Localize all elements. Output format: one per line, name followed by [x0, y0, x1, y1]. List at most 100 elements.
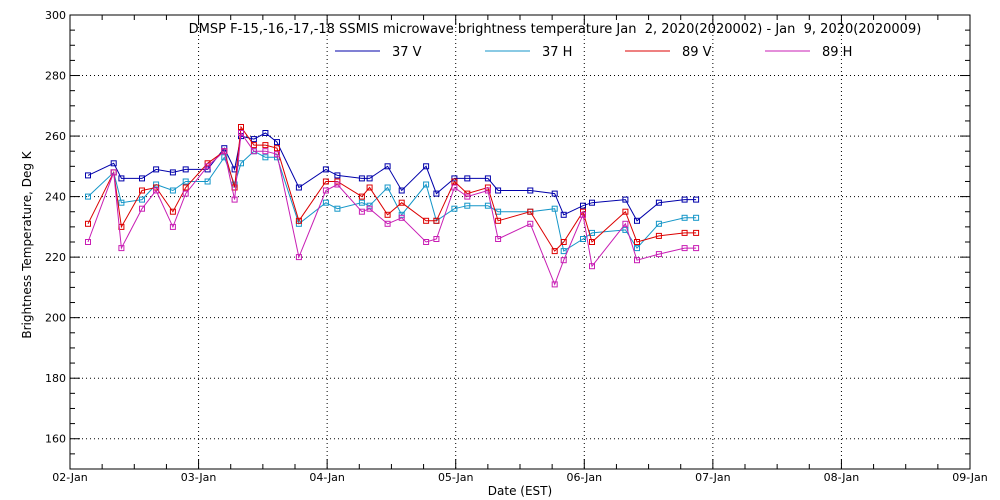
data-point — [451, 205, 458, 212]
data-point — [262, 142, 269, 149]
data-point — [398, 187, 405, 194]
data-point — [451, 178, 458, 185]
data-point — [398, 199, 405, 206]
data-point — [423, 163, 430, 170]
data-point — [334, 181, 341, 188]
data-point — [204, 163, 211, 170]
data-point — [464, 193, 471, 200]
data-point — [322, 187, 329, 194]
x-tick-label: 07-Jan — [695, 471, 731, 484]
data-point — [423, 181, 430, 188]
y-axis-label: Brightness Temperature, Deg K — [20, 150, 34, 338]
data-point — [110, 169, 117, 176]
data-point — [484, 175, 491, 182]
data-point — [681, 229, 688, 236]
data-point — [238, 130, 244, 136]
legend: 37 V 37 H 89 V 89 H — [335, 45, 852, 60]
data-point — [423, 217, 430, 224]
data-point — [580, 236, 586, 242]
data-point — [464, 175, 471, 182]
data-point — [221, 154, 228, 161]
x-tick-label: 05-Jan — [438, 471, 474, 484]
data-point — [693, 229, 700, 236]
y-tick-label: 220 — [45, 251, 66, 264]
data-point — [560, 211, 567, 218]
data-point — [423, 239, 430, 245]
data-point — [551, 205, 558, 212]
data-point — [238, 124, 244, 130]
data-point — [274, 139, 280, 146]
chart-title: DMSP F-15,-16,-17,-18 SSMIS microwave br… — [189, 22, 922, 37]
data-point — [433, 190, 440, 197]
data-point — [85, 193, 91, 200]
y-tick-label: 160 — [45, 433, 66, 446]
x-axis-label: Date (EST) — [488, 484, 552, 498]
data-point — [85, 220, 91, 227]
data-point — [484, 187, 491, 194]
data-point — [551, 190, 558, 197]
data-point — [398, 214, 405, 221]
data-point — [384, 184, 391, 191]
legend-label: 37 V — [392, 45, 422, 60]
legend-item: 89 H — [765, 45, 852, 60]
data-point — [169, 169, 176, 176]
data-point — [622, 196, 629, 203]
data-point — [250, 148, 257, 155]
axis-ticks: 02-Jan 03-Jan 04-Jan 05-Jan 06-Jan 07-Jan 08-J… — [45, 9, 988, 484]
data-point — [366, 175, 373, 182]
data-point — [384, 220, 391, 227]
series-line — [87, 131, 697, 286]
data-point — [182, 190, 189, 197]
data-point — [358, 175, 365, 182]
data-point — [693, 245, 700, 252]
data-point — [274, 145, 280, 152]
data-point — [322, 199, 329, 206]
data-point — [589, 263, 595, 270]
data-point — [655, 199, 662, 206]
data-point — [451, 184, 458, 191]
data-point — [295, 184, 302, 191]
data-point — [495, 236, 502, 242]
data-point — [139, 196, 145, 203]
data-point — [384, 211, 391, 218]
data-point — [495, 217, 502, 224]
data-point — [169, 208, 176, 215]
x-tick-label: 08-Jan — [824, 471, 860, 484]
data-point — [262, 130, 269, 136]
data-point — [153, 187, 160, 194]
data-point — [560, 248, 567, 255]
y-tick-label: 200 — [45, 312, 66, 325]
data-point — [85, 239, 91, 245]
data-point — [118, 199, 125, 206]
y-tick-label: 280 — [45, 70, 66, 83]
data-point — [655, 232, 662, 239]
data-point — [622, 220, 629, 227]
data-point — [622, 226, 629, 233]
data-point — [693, 196, 700, 203]
data-point — [182, 184, 189, 191]
y-tick-label: 260 — [45, 130, 66, 143]
data-point — [433, 236, 440, 242]
data-point — [634, 245, 640, 252]
data-point — [262, 148, 269, 155]
data-point — [221, 148, 228, 155]
legend-label: 37 H — [542, 45, 572, 60]
y-tick-label: 300 — [45, 9, 66, 22]
data-point — [334, 172, 341, 179]
data-point — [527, 187, 534, 194]
data-point — [681, 214, 688, 221]
y-tick-label: 240 — [45, 191, 66, 204]
data-point — [589, 239, 595, 245]
data-point — [655, 251, 662, 258]
data-point — [118, 175, 125, 182]
data-point — [322, 178, 329, 185]
legend-item: 37 H — [485, 45, 572, 60]
legend-item: 37 V — [335, 45, 422, 60]
data-point — [384, 163, 391, 170]
legend-item: 89 V — [625, 45, 712, 60]
series-89-h — [85, 130, 700, 288]
data-point — [250, 142, 257, 149]
y-tick-label: 180 — [45, 372, 66, 385]
